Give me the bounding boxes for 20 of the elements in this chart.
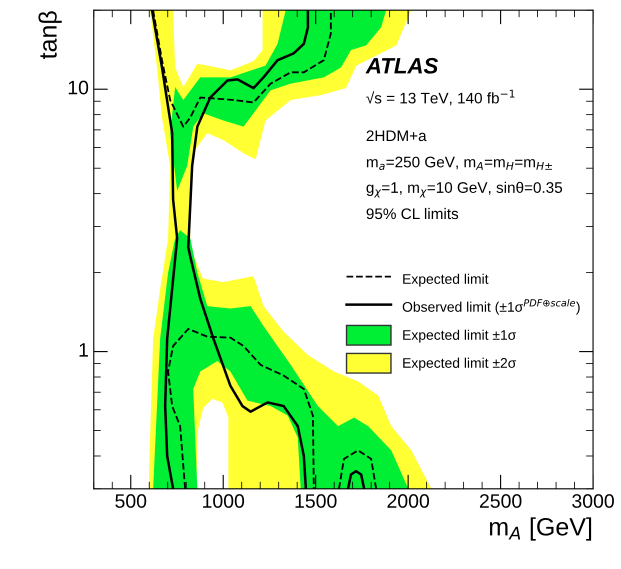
x-tick-label: 3000	[572, 494, 614, 508]
legend-label: Expected limit ±1σ	[403, 330, 516, 343]
annotation: 95% CL limits	[366, 208, 458, 220]
x-axis-title: m$_{A}$ [GeV]	[490, 517, 592, 541]
y-tick-label: 10	[68, 80, 88, 94]
annotation: ATLAS	[365, 58, 438, 74]
x-tick-label: 500	[115, 494, 146, 508]
x-tick-label: 2000	[387, 494, 430, 508]
y-tick-label: 1	[80, 343, 88, 357]
x-tick-label: 2500	[480, 494, 522, 508]
x-tick-label: 1500	[296, 494, 337, 508]
annotation: 2HDM+a	[366, 130, 427, 142]
x-tick-label: 1000	[203, 494, 244, 508]
legend-label: Expected limit ±2σ	[403, 358, 516, 371]
legend-label: Observed limit (±1σ$^{PDF⊕scale}$)	[402, 298, 580, 315]
y-axis-title: tanβ	[38, 11, 62, 59]
annotation: m$_{a}$=250 GeV, m$_{A}$=m$_{H}$=m$_{H±}$	[366, 156, 552, 170]
legend-label: Expected limit	[403, 274, 488, 287]
annotation: √s = 13 TeV, 140 fb$^{−1}$	[366, 90, 514, 106]
annotation: g$_{χ}$=1, m$_{χ}$=10 GeV, sinθ=0.35	[366, 182, 562, 198]
